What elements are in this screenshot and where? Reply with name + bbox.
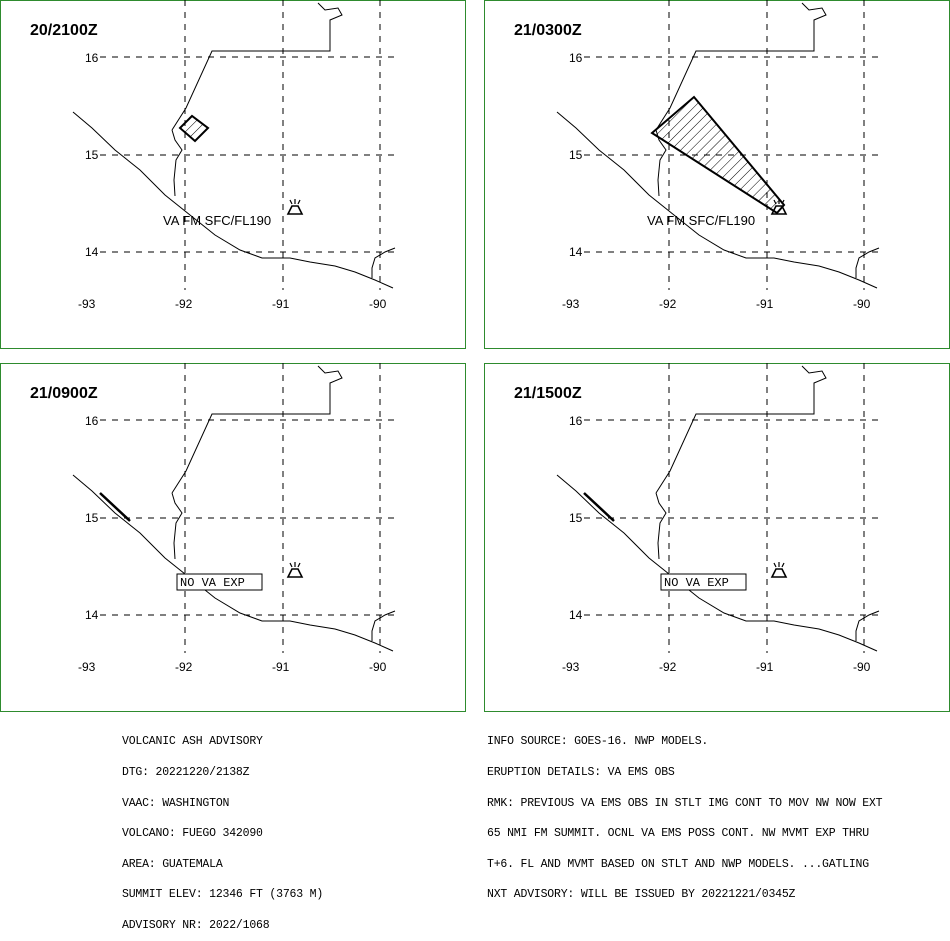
panel-time: 21/0300Z [514,22,582,39]
coast-ash-edge [583,492,615,522]
mexico-guatemala-border [655,365,827,494]
mexico-guatemala-border [171,365,343,494]
advisory-line: DTG: 20221220/2138Z [122,766,250,779]
volcano-icon [770,562,788,578]
panel-time: 21/0900Z [30,385,98,402]
advisory-info-left: VOLCANIC ASH ADVISORY DTG: 20221220/2138… [122,717,323,941]
border-southwest [171,492,183,560]
lon-label-92: -92 [659,660,677,674]
lat-label-15: 15 [85,148,99,162]
advisory-map: 20/2100Z 16 15 14 -93 -92 -91 -90 VA FM … [0,0,950,712]
volcano-icon [286,199,304,215]
no-va-label: NO VA EXP [180,576,245,590]
advisory-line: NXT ADVISORY: WILL BE ISSUED BY 20221221… [487,888,796,902]
lat-label-15: 15 [569,148,583,162]
lat-label-14: 14 [569,245,583,259]
lat-label-16: 16 [85,51,99,65]
lon-label-91: -91 [756,660,774,674]
coastline [556,474,878,652]
lon-label-93: -93 [562,297,580,311]
panel-1: 20/2100Z 16 15 14 -93 -92 -91 -90 VA FM … [0,0,466,349]
advisory-line: INFO SOURCE: GOES-16. NWP MODELS. [487,735,709,749]
panel-frame [0,0,466,349]
coast-ash-edge [99,492,131,522]
guatemala-elsalvador-border [855,610,880,641]
lon-label-90: -90 [853,297,871,311]
advisory-line: VOLCANO: FUEGO 342090 [122,827,263,841]
ash-cloud-small [178,114,210,143]
lon-label-91: -91 [272,297,290,311]
advisory-line: 65 NMI FM SUMMIT. OCNL VA EMS POSS CONT.… [487,827,869,841]
va-label: VA FM SFC/FL190 [163,213,271,228]
va-label: VA FM SFC/FL190 [647,213,755,228]
map-grid [100,363,395,653]
panel-frame [0,363,466,712]
advisory-line: SUMMIT ELEV: 12346 FT (3763 M) [122,888,324,902]
lon-label-91: -91 [756,297,774,311]
advisory-line: VOLCANIC ASH ADVISORY [122,735,263,749]
no-va-label: NO VA EXP [664,576,729,590]
no-va-box [660,573,747,591]
panel-2: 21/0300Z 16 15 14 -93 -92 -91 -90 VA FM … [484,0,950,349]
guatemala-elsalvador-border [855,247,880,278]
lon-label-92: -92 [175,660,193,674]
coastline [72,474,394,652]
panel-3: 21/0900Z 16 15 14 -93 -92 -91 -90 NO VA … [0,363,466,712]
lat-label-14: 14 [569,608,583,622]
lon-label-90: -90 [369,660,387,674]
lat-label-16: 16 [569,51,583,65]
lat-label-15: 15 [85,511,99,525]
advisory-line: T+6. FL AND MVMT BASED ON STLT AND NWP M… [487,857,869,871]
lon-label-93: -93 [78,297,96,311]
panel-time: 20/2100Z [30,22,98,39]
lat-label-14: 14 [85,245,99,259]
lat-label-14: 14 [85,608,99,622]
advisory-line: ERUPTION DETAILS: VA EMS OBS [487,766,675,779]
lon-label-92: -92 [175,297,193,311]
lon-label-92: -92 [659,297,677,311]
border-southwest [655,492,667,560]
guatemala-elsalvador-border [371,610,396,641]
advisory-line: RMK: PREVIOUS VA EMS OBS IN STLT IMG CON… [487,796,883,810]
panel-frame [484,363,950,712]
lon-label-91: -91 [272,660,290,674]
guatemala-elsalvador-border [371,247,396,278]
map-grid [100,0,395,290]
advisory-line: VAAC: WASHINGTON [122,796,230,810]
mexico-guatemala-border [171,2,343,131]
volcano-icon [286,562,304,578]
mexico-guatemala-border [655,2,827,131]
lon-label-93: -93 [78,660,96,674]
lon-label-93: -93 [562,660,580,674]
no-va-box [176,573,263,591]
advisory-info-right: INFO SOURCE: GOES-16. NWP MODELS. ERUPTI… [487,717,883,911]
coastline [72,111,394,289]
map-grid [584,363,879,653]
panel-time: 21/1500Z [514,385,582,402]
ash-plume [650,95,786,215]
lat-label-16: 16 [569,414,583,428]
lat-label-16: 16 [85,414,99,428]
lat-label-15: 15 [569,511,583,525]
panel-4: 21/1500Z 16 15 14 -93 -92 -91 -90 NO VA … [484,363,950,712]
coastline [556,111,878,289]
volcano-icon [770,199,788,215]
lon-label-90: -90 [853,660,871,674]
lon-label-90: -90 [369,297,387,311]
advisory-line: AREA: GUATEMALA [122,857,223,871]
border-southwest [171,129,183,197]
advisory-line: ADVISORY NR: 2022/1068 [122,918,270,932]
